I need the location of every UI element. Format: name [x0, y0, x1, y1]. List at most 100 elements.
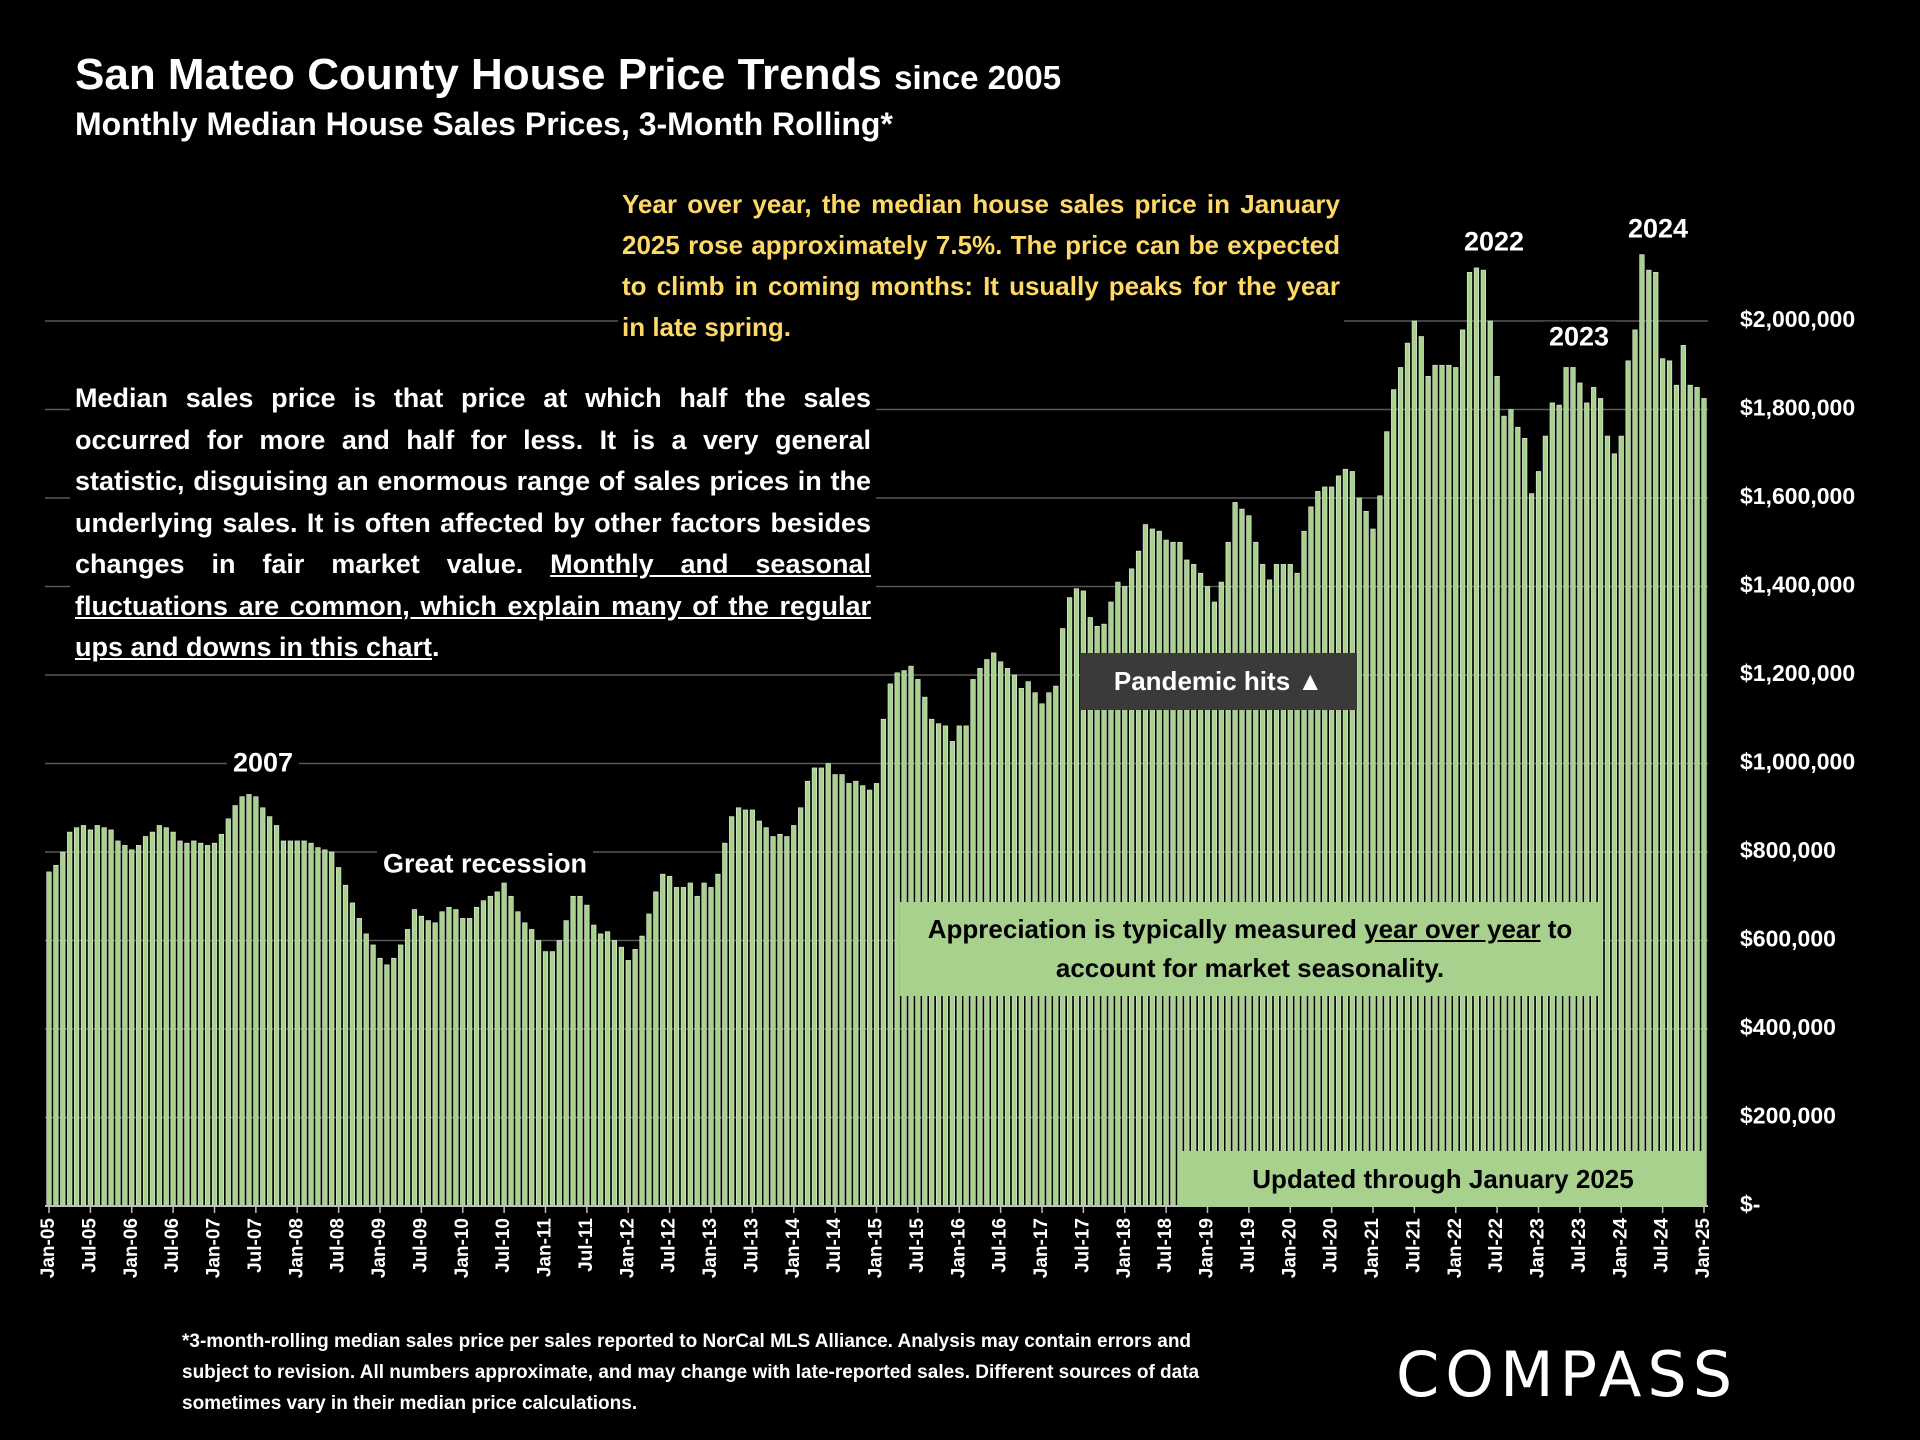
bar	[46, 871, 52, 1207]
bar	[1687, 384, 1693, 1207]
x-tick-label: Jan-19	[1197, 1218, 1218, 1278]
bar	[1570, 367, 1576, 1207]
bar	[446, 907, 452, 1207]
bar	[1597, 398, 1604, 1207]
bar	[1501, 415, 1507, 1207]
x-tick-label: Jul-07	[245, 1218, 266, 1273]
bar	[108, 829, 114, 1207]
bar	[67, 831, 73, 1207]
appreciation-note: Appreciation is typically measured year …	[900, 902, 1600, 996]
bar	[873, 783, 880, 1207]
bar	[370, 944, 376, 1207]
x-tick-label: Jul-10	[493, 1218, 514, 1273]
bar	[1370, 528, 1376, 1207]
bar	[1515, 426, 1521, 1207]
bar	[308, 842, 314, 1207]
bar	[742, 809, 749, 1207]
bar	[667, 876, 673, 1207]
bar	[749, 809, 755, 1207]
x-tick-label: Jan-11	[535, 1218, 556, 1278]
x-tick-label: Jan-17	[1031, 1218, 1052, 1278]
annotation-label: 2024	[1621, 213, 1695, 245]
bar	[260, 807, 266, 1207]
x-tick-label: Jul-06	[162, 1218, 183, 1273]
bar	[701, 882, 707, 1207]
x-tick-label: Jan-25	[1693, 1218, 1714, 1279]
bar	[101, 827, 107, 1207]
bar	[1170, 541, 1176, 1207]
bar	[1156, 530, 1162, 1207]
bar	[315, 847, 321, 1207]
x-tick-label: Jul-17	[1072, 1218, 1093, 1273]
x-tick-label: Jan-22	[1445, 1218, 1466, 1278]
bar	[439, 911, 445, 1207]
bar	[694, 895, 700, 1207]
bar	[1073, 588, 1080, 1207]
bar	[211, 842, 218, 1207]
bar	[1225, 541, 1231, 1207]
x-tick-label: Jul-08	[328, 1218, 349, 1273]
bar	[384, 964, 390, 1207]
bar	[1404, 342, 1411, 1207]
bar	[342, 884, 349, 1207]
x-tick-label: Jul-21	[1403, 1218, 1424, 1273]
bar	[798, 807, 804, 1207]
bar	[660, 873, 666, 1207]
x-tick-label: Jul-13	[741, 1218, 762, 1273]
bar	[1487, 320, 1493, 1207]
chart-title-block: San Mateo County House Price Trends sinc…	[75, 50, 1061, 100]
bar	[73, 827, 80, 1207]
bar	[860, 785, 866, 1207]
bar	[867, 789, 873, 1207]
bar	[1584, 402, 1590, 1207]
y-tick-label: $600,000	[1740, 926, 1836, 952]
bar	[232, 805, 238, 1207]
x-tick-label: Jul-18	[1155, 1218, 1176, 1273]
bar	[632, 949, 638, 1207]
x-tick-label: Jul-20	[1321, 1218, 1342, 1273]
bar	[404, 929, 411, 1207]
annotation-label: Great recession	[376, 848, 594, 880]
x-tick-label: Jan-14	[783, 1218, 804, 1279]
bar	[87, 829, 93, 1207]
bar	[267, 816, 273, 1207]
bar	[53, 864, 59, 1207]
x-tick-label: Jan-07	[204, 1218, 225, 1278]
bar	[604, 931, 611, 1207]
x-tick-label: Jan-23	[1528, 1218, 1549, 1278]
bar	[349, 902, 356, 1207]
updated-label: Updated through January 2025	[1182, 1151, 1704, 1207]
bar	[294, 840, 300, 1207]
bar	[1253, 541, 1259, 1207]
x-tick-label: Jan-10	[452, 1218, 473, 1278]
bar	[1563, 367, 1569, 1207]
bar	[577, 895, 583, 1207]
note-text: .	[432, 632, 440, 662]
bar	[418, 915, 424, 1207]
x-tick-label: Jan-06	[121, 1218, 142, 1278]
y-tick-label: $1,600,000	[1740, 483, 1855, 509]
bar	[1322, 486, 1328, 1207]
bar	[177, 840, 183, 1207]
bar	[94, 825, 100, 1207]
bar	[301, 840, 307, 1207]
bar	[715, 873, 721, 1207]
bar	[1142, 524, 1149, 1207]
y-tick-label: $1,400,000	[1740, 572, 1855, 598]
y-tick-label: $-	[1740, 1191, 1760, 1217]
bar	[549, 951, 555, 1207]
bar	[1391, 389, 1397, 1207]
bar	[1660, 358, 1666, 1207]
x-tick-label: Jan-21	[1362, 1218, 1383, 1279]
bar	[322, 849, 328, 1207]
y-tick-label: $800,000	[1740, 837, 1836, 863]
y-tick-label: $1,800,000	[1740, 395, 1855, 421]
bar	[625, 960, 631, 1207]
bar	[1680, 345, 1686, 1207]
bar	[508, 895, 514, 1207]
bar	[1177, 541, 1183, 1207]
bar	[1149, 528, 1155, 1207]
bar	[1377, 495, 1383, 1207]
y-tick-label: $200,000	[1740, 1103, 1836, 1129]
